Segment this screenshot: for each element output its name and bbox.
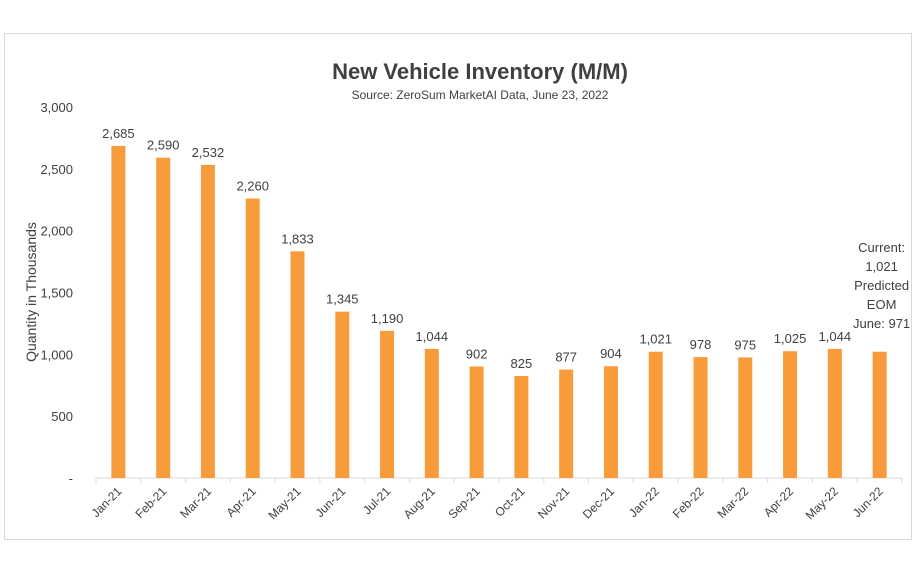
data-label: 978 — [690, 337, 712, 352]
chart-title: New Vehicle Inventory (M/M) — [332, 59, 628, 84]
bar-jun-21 — [335, 311, 350, 478]
bar-jun-22 — [872, 351, 887, 478]
data-label: 902 — [466, 346, 488, 361]
x-tick-label: Nov-21 — [535, 484, 572, 521]
x-tick-label: Jan-22 — [626, 484, 662, 520]
y-tick-label: 2,000 — [40, 224, 73, 239]
data-label: 1,044 — [819, 329, 852, 344]
x-tick-label: Mar-22 — [715, 484, 752, 521]
data-label: 2,685 — [102, 126, 135, 141]
bar-jan-22 — [648, 351, 663, 478]
bar-apr-21 — [245, 198, 260, 478]
data-label: 975 — [734, 337, 756, 352]
data-label: 1,021 — [639, 332, 672, 347]
data-label: 1,190 — [371, 311, 404, 326]
bar-sep-21 — [469, 366, 484, 478]
data-label: 1,025 — [774, 331, 807, 346]
x-tick-label: Aug-21 — [401, 484, 438, 521]
bar-jul-21 — [380, 330, 395, 478]
data-label: 2,260 — [236, 179, 269, 194]
bar-mar-21 — [200, 164, 215, 478]
data-label: 1,044 — [416, 329, 449, 344]
x-tick-label: Mar-21 — [177, 484, 214, 521]
bar-aug-21 — [424, 348, 439, 478]
bar-may-21 — [290, 251, 305, 478]
chart-subtitle: Source: ZeroSum MarketAI Data, June 23, … — [352, 88, 609, 102]
x-tick-label: Jun-22 — [850, 484, 886, 520]
y-tick-label: - — [69, 471, 73, 486]
x-tick-label: Feb-21 — [132, 484, 169, 521]
data-label: 1,833 — [281, 231, 314, 246]
annotation-line: June: 971 — [853, 316, 910, 331]
y-tick-label: 2,500 — [40, 162, 73, 177]
data-label: 904 — [600, 346, 622, 361]
bar-nov-21 — [559, 369, 574, 478]
y-tick-label: 1,000 — [40, 347, 73, 362]
chart-frame — [4, 33, 912, 540]
annotation-line: 1,021 — [865, 259, 898, 274]
data-label: 2,590 — [147, 138, 180, 153]
annotation-line: EOM — [867, 297, 897, 312]
bar-may-22 — [827, 348, 842, 478]
y-axis-label: Quantity in Thousands — [23, 222, 39, 362]
x-tick-label: May-21 — [265, 484, 303, 522]
bar-feb-22 — [693, 357, 708, 478]
x-tick-label: Jul-21 — [360, 484, 393, 517]
bar-feb-21 — [156, 157, 171, 478]
bar-jan-21 — [111, 145, 126, 478]
y-tick-label: 1,500 — [40, 286, 73, 301]
bar-apr-22 — [783, 351, 798, 478]
x-tick-label: Apr-22 — [761, 484, 797, 520]
y-tick-label: 500 — [51, 409, 73, 424]
x-tick-label: Dec-21 — [580, 484, 617, 521]
bar-mar-22 — [738, 357, 753, 478]
y-tick-label: 3,000 — [40, 100, 73, 115]
x-tick-label: May-22 — [803, 484, 841, 522]
x-tick-label: Sep-21 — [445, 484, 482, 521]
data-label: 877 — [555, 350, 577, 365]
x-tick-label: Jan-21 — [89, 484, 125, 520]
data-label: 825 — [511, 356, 533, 371]
data-label: 2,532 — [192, 145, 225, 160]
x-tick-label: Feb-22 — [670, 484, 707, 521]
bar-dec-21 — [603, 366, 618, 478]
annotation-line: Current: — [858, 240, 905, 255]
data-label: 1,345 — [326, 292, 359, 307]
x-tick-label: Apr-21 — [223, 484, 259, 520]
x-tick-label: Jun-21 — [313, 484, 349, 520]
x-tick-label: Oct-21 — [492, 484, 528, 520]
bar-oct-21 — [514, 375, 529, 478]
annotation-line: Predicted — [854, 278, 909, 293]
